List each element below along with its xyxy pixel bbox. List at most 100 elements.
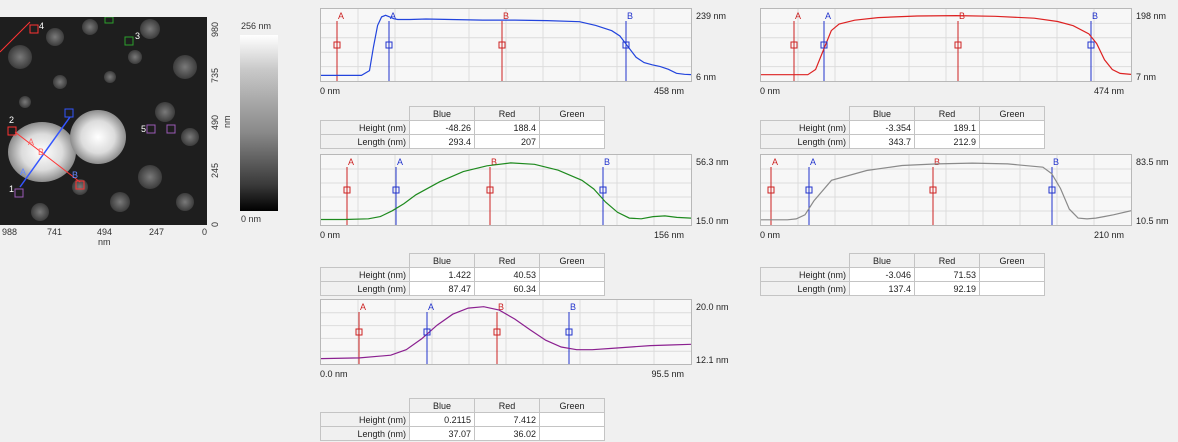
table-cell: 87.47	[409, 281, 475, 296]
x-tick-label: 494	[97, 227, 113, 237]
cursor-b-blue-marker	[599, 186, 607, 194]
cursor-b-blue-marker	[565, 328, 573, 336]
y-tick-label: 980	[210, 21, 220, 37]
table-cell: 40.53	[474, 267, 540, 282]
marker-square	[29, 24, 39, 34]
table-cell: Red	[474, 253, 540, 268]
table-cell: Red	[474, 398, 540, 413]
table-row-length: Length (nm) 343.7 212.9	[760, 134, 1045, 149]
cursor-a-red-marker	[790, 41, 798, 49]
table-header-row: Blue Red Green	[321, 398, 605, 413]
y-top-label: 20.0 nm	[696, 302, 729, 312]
y-top-label: 198 nm	[1136, 11, 1167, 21]
measurement-table: Blue Red Green Height (nm) 1.422 40.53 Length …	[320, 253, 605, 296]
profile-plot-svg: A BA B	[321, 9, 691, 81]
table-header-row: Blue Red Green	[321, 253, 605, 268]
table-cell: 188.4	[474, 120, 540, 135]
profile-series-line	[761, 162, 1131, 221]
y-tick-label: 490	[210, 114, 220, 130]
table-row-label	[321, 254, 410, 268]
table-cell	[979, 120, 1045, 135]
table-row-length: Length (nm) 87.47 60.34	[320, 281, 605, 296]
particle	[140, 19, 160, 39]
table-row-label: Height (nm)	[320, 412, 410, 427]
table-row-height: Height (nm) -48.26 188.4	[320, 120, 605, 135]
cursor-a-blue-marker	[805, 186, 813, 194]
x-left-label: 0 nm	[760, 86, 781, 96]
colorbar	[240, 35, 278, 211]
cursor-a-blue-label: A	[810, 157, 816, 167]
cursor-a-blue-label: A	[428, 302, 434, 312]
x-tick-label: 988	[2, 227, 18, 237]
section-label: B	[72, 170, 79, 180]
marker-square	[104, 17, 114, 24]
table-row-label	[321, 399, 410, 413]
cursor-b-red-marker	[929, 186, 937, 194]
cursor-a-red-marker	[767, 186, 775, 194]
cursor-a-blue-marker	[392, 186, 400, 194]
table-cell: 137.4	[849, 281, 915, 296]
table-cell	[539, 267, 605, 282]
afm-image[interactable]: 1 2 3 4 5 A B A B	[0, 17, 207, 225]
y-top-label: 83.5 nm	[1136, 157, 1169, 167]
table-cell: -48.26	[409, 120, 475, 135]
table-cell: Green	[979, 106, 1045, 121]
table-row-height: Height (nm) -3.046 71.53	[760, 267, 1045, 282]
table-cell: 343.7	[849, 134, 915, 149]
particle	[155, 102, 175, 122]
table-row-label	[761, 254, 850, 268]
x-right-label: 95.5 nm	[651, 369, 684, 379]
x-left-label: 0 nm	[320, 230, 341, 240]
marker-square	[124, 36, 134, 46]
particle	[46, 28, 64, 46]
table-cell: Green	[539, 398, 605, 413]
table-cell: 92.19	[914, 281, 980, 296]
y-bottom-label: 15.0 nm	[696, 216, 729, 226]
particle	[82, 19, 98, 35]
particle	[128, 50, 142, 64]
table-row-length: Length (nm) 37.07 36.02	[320, 426, 605, 441]
table-cell: Green	[539, 253, 605, 268]
measurement-table: Blue Red Green Height (nm) -48.26 188.4 Length…	[320, 106, 605, 149]
x-right-label: 474 nm	[1093, 86, 1124, 96]
profile-plot-svg: A BA B	[321, 155, 691, 225]
section-line	[0, 21, 31, 53]
y-tick-label: 245	[210, 162, 220, 178]
cursor-a-red-label: A	[772, 157, 778, 167]
cursor-b-red-marker	[486, 186, 494, 194]
x-tick-label: 0	[202, 227, 208, 237]
cursor-a-blue-marker	[423, 328, 431, 336]
section-line	[19, 116, 71, 188]
particle	[19, 96, 31, 108]
cursor-a-blue-label: A	[390, 11, 396, 21]
y-bottom-label: 7 nm	[1136, 72, 1157, 82]
measurement-table: Blue Red Green Height (nm) 0.2115 7.412 Length…	[320, 398, 605, 441]
table-cell: Red	[914, 253, 980, 268]
cursor-b-red-marker	[498, 41, 506, 49]
cursor-b-blue-label: B	[1092, 11, 1098, 21]
table-cell: 189.1	[914, 120, 980, 135]
table-cell	[539, 281, 605, 296]
table-cell: 36.02	[474, 426, 540, 441]
cursor-a-red-label: A	[338, 11, 344, 21]
table-cell: Blue	[849, 106, 915, 121]
marker-square	[14, 188, 24, 198]
cursor-a-blue-marker	[820, 41, 828, 49]
table-cell: Blue	[409, 253, 475, 268]
x-right-label: 458 nm	[653, 86, 684, 96]
y-top-label: 56.3 nm	[696, 157, 729, 167]
marker-label: 2	[9, 115, 15, 125]
table-row-label: Height (nm)	[760, 120, 850, 135]
section-line	[14, 131, 81, 183]
table-row-height: Height (nm) 0.2115 7.412	[320, 412, 605, 427]
y-bottom-label: 12.1 nm	[696, 355, 729, 365]
table-header-row: Blue Red Green	[761, 106, 1045, 121]
table-cell: -3.354	[849, 120, 915, 135]
particle	[138, 165, 162, 189]
table-row-label: Height (nm)	[320, 120, 410, 135]
